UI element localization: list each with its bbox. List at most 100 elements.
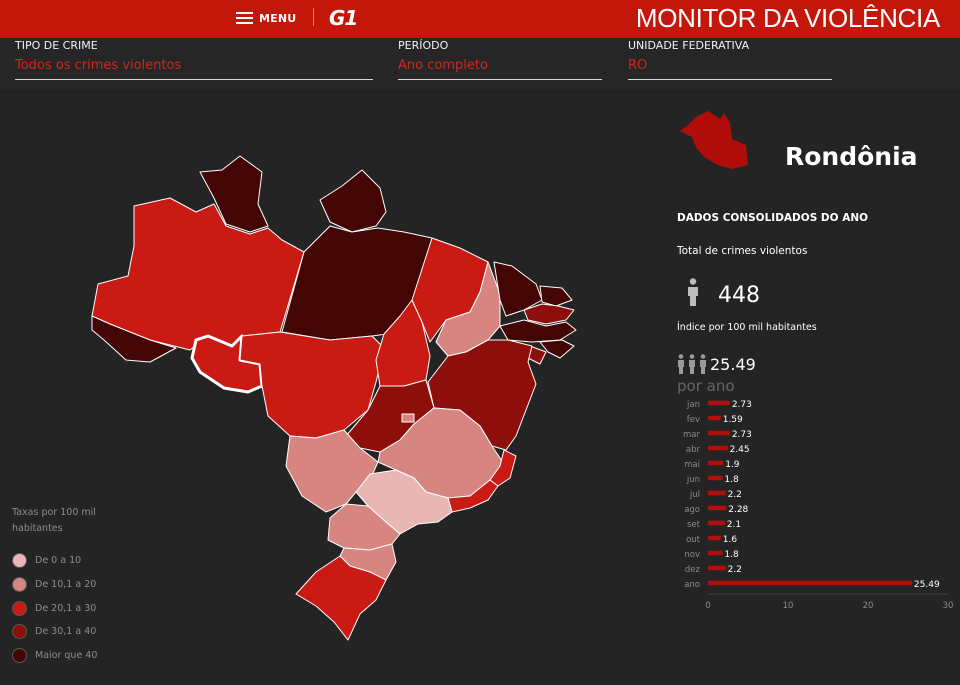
bar-category-label: mai: [684, 460, 700, 470]
state-ba[interactable]: [427, 339, 537, 451]
legend-swatch: [12, 647, 27, 663]
bar-value-label: 2.28: [728, 505, 748, 515]
rondonia-shape-icon: [680, 111, 748, 169]
x-tick-label: 20: [863, 601, 874, 611]
state-select[interactable]: UNIDADE FEDERATIVA RO: [628, 38, 832, 80]
bar-category-label: ano: [684, 580, 700, 590]
g1-logo[interactable]: G1: [329, 6, 358, 30]
crime-type-label: TIPO DE CRIME: [15, 39, 98, 52]
bar-category-label: out: [686, 535, 701, 545]
legend-item: De 20,1 a 30: [12, 600, 96, 616]
state-name: Rondônia: [785, 142, 918, 171]
bar-value-label: 2.73: [732, 430, 752, 440]
top-bar: MENU G1 MONITOR DA VIOLÊNCIA: [0, 0, 960, 38]
page-title: MONITOR DA VIOLÊNCIA: [635, 3, 940, 33]
period-select[interactable]: PERÍODO Ano completo: [398, 38, 602, 80]
bar: [708, 550, 723, 556]
legend-item: Maior que 40: [12, 647, 97, 663]
bar-value-label: 1.9: [725, 460, 740, 470]
state-al[interactable]: [539, 339, 575, 359]
bar-value-label: 25.49: [914, 580, 940, 590]
bar: [708, 580, 912, 586]
legend-item: De 30,1 a 40: [12, 623, 96, 639]
bar: [708, 475, 723, 481]
state-ap[interactable]: [319, 169, 387, 233]
state-rj[interactable]: [447, 479, 499, 513]
bar-category-label: ago: [684, 505, 700, 515]
state-pe[interactable]: [499, 319, 577, 343]
bar: [708, 505, 727, 511]
state-select-value: RO: [628, 58, 648, 73]
bar-category-label: nov: [684, 550, 700, 560]
state-ac[interactable]: [91, 315, 177, 363]
x-tick-label: 30: [943, 601, 954, 611]
bar-value-label: 1.59: [723, 415, 743, 425]
bar: [708, 565, 726, 571]
rate-value: 25.49: [710, 355, 756, 374]
person-icon: [688, 278, 698, 306]
crime-type-value: Todos os crimes violentos: [15, 58, 182, 73]
bar-category-label: mar: [683, 430, 700, 440]
bar-value-label: 2.2: [728, 565, 742, 575]
state-rn[interactable]: [539, 285, 573, 307]
crime-type-select[interactable]: TIPO DE CRIME Todos os crimes violentos: [15, 38, 373, 80]
bar-value-label: 1.8: [724, 475, 739, 485]
bar: [708, 490, 726, 496]
bar-category-label: jan: [686, 400, 700, 410]
total-crimes-value: 448: [718, 283, 760, 308]
state-rs[interactable]: [295, 555, 387, 641]
hamburger-icon: [236, 11, 253, 25]
legend-label: De 30,1 a 40: [35, 625, 97, 637]
bar-value-label: 1.6: [723, 535, 738, 545]
rate-period: por ano: [677, 377, 735, 395]
state-pb[interactable]: [523, 303, 575, 325]
rate-label: Índice por 100 mil habitantes: [677, 322, 817, 333]
bar: [708, 535, 721, 541]
legend-item: De 10,1 a 20: [12, 576, 96, 592]
bar: [708, 415, 721, 421]
monthly-rate-chart: jan 2.73 fev 1.59 mar 2.73 abr 2.45 mai 1.9 jun 1.8…: [683, 400, 954, 611]
bar: [708, 430, 730, 436]
legend-swatch: [12, 576, 27, 592]
map-legend: Taxas por 100 mil habitantes De 0 a 10 D…: [12, 505, 122, 663]
main-content: Taxas por 100 mil habitantes De 0 a 10 D…: [0, 92, 960, 685]
state-select-label: UNIDADE FEDERATIVA: [628, 39, 750, 52]
header-divider: [313, 8, 314, 26]
period-value: Ano completo: [398, 58, 488, 73]
state-rr[interactable]: [199, 155, 269, 233]
legend-swatch: [12, 552, 27, 568]
x-tick-label: 10: [783, 601, 794, 611]
bar: [708, 445, 728, 451]
bar-category-label: jun: [686, 475, 700, 485]
people-group-icon: [678, 354, 706, 374]
filter-bar: TIPO DE CRIME Todos os crimes violentos …: [0, 38, 960, 92]
brazil-map: [91, 155, 577, 641]
state-ce[interactable]: [493, 261, 543, 317]
menu-button[interactable]: MENU: [236, 9, 296, 27]
legend-item: De 0 a 10: [12, 552, 81, 568]
bar-category-label: abr: [686, 445, 701, 455]
state-am[interactable]: [91, 197, 305, 351]
legend-label: De 0 a 10: [35, 554, 82, 566]
legend-label: De 20,1 a 30: [35, 602, 97, 614]
legend-swatch: [12, 600, 27, 616]
bar-category-label: jul: [689, 490, 700, 500]
state-df[interactable]: [401, 413, 415, 423]
bar-category-label: dez: [685, 565, 701, 575]
bar-value-label: 2.45: [730, 445, 750, 455]
bar-value-label: 2.2: [728, 490, 742, 500]
bar: [708, 460, 724, 466]
bar-category-label: fev: [687, 415, 700, 425]
bar: [708, 520, 725, 526]
total-crimes-label: Total de crimes violentos: [677, 245, 808, 257]
period-label: PERÍODO: [398, 39, 449, 52]
bar: [708, 400, 730, 406]
legend-label: Maior que 40: [35, 649, 98, 661]
legend-label: De 10,1 a 20: [35, 578, 97, 590]
legend-title: Taxas por 100 mil habitantes: [12, 507, 96, 534]
section-title: DADOS CONSOLIDADOS DO ANO: [677, 212, 869, 224]
bar-value-label: 2.73: [732, 400, 752, 410]
bar-value-label: 1.8: [724, 550, 739, 560]
x-tick-label: 0: [705, 601, 710, 611]
bar-category-label: set: [687, 520, 701, 530]
